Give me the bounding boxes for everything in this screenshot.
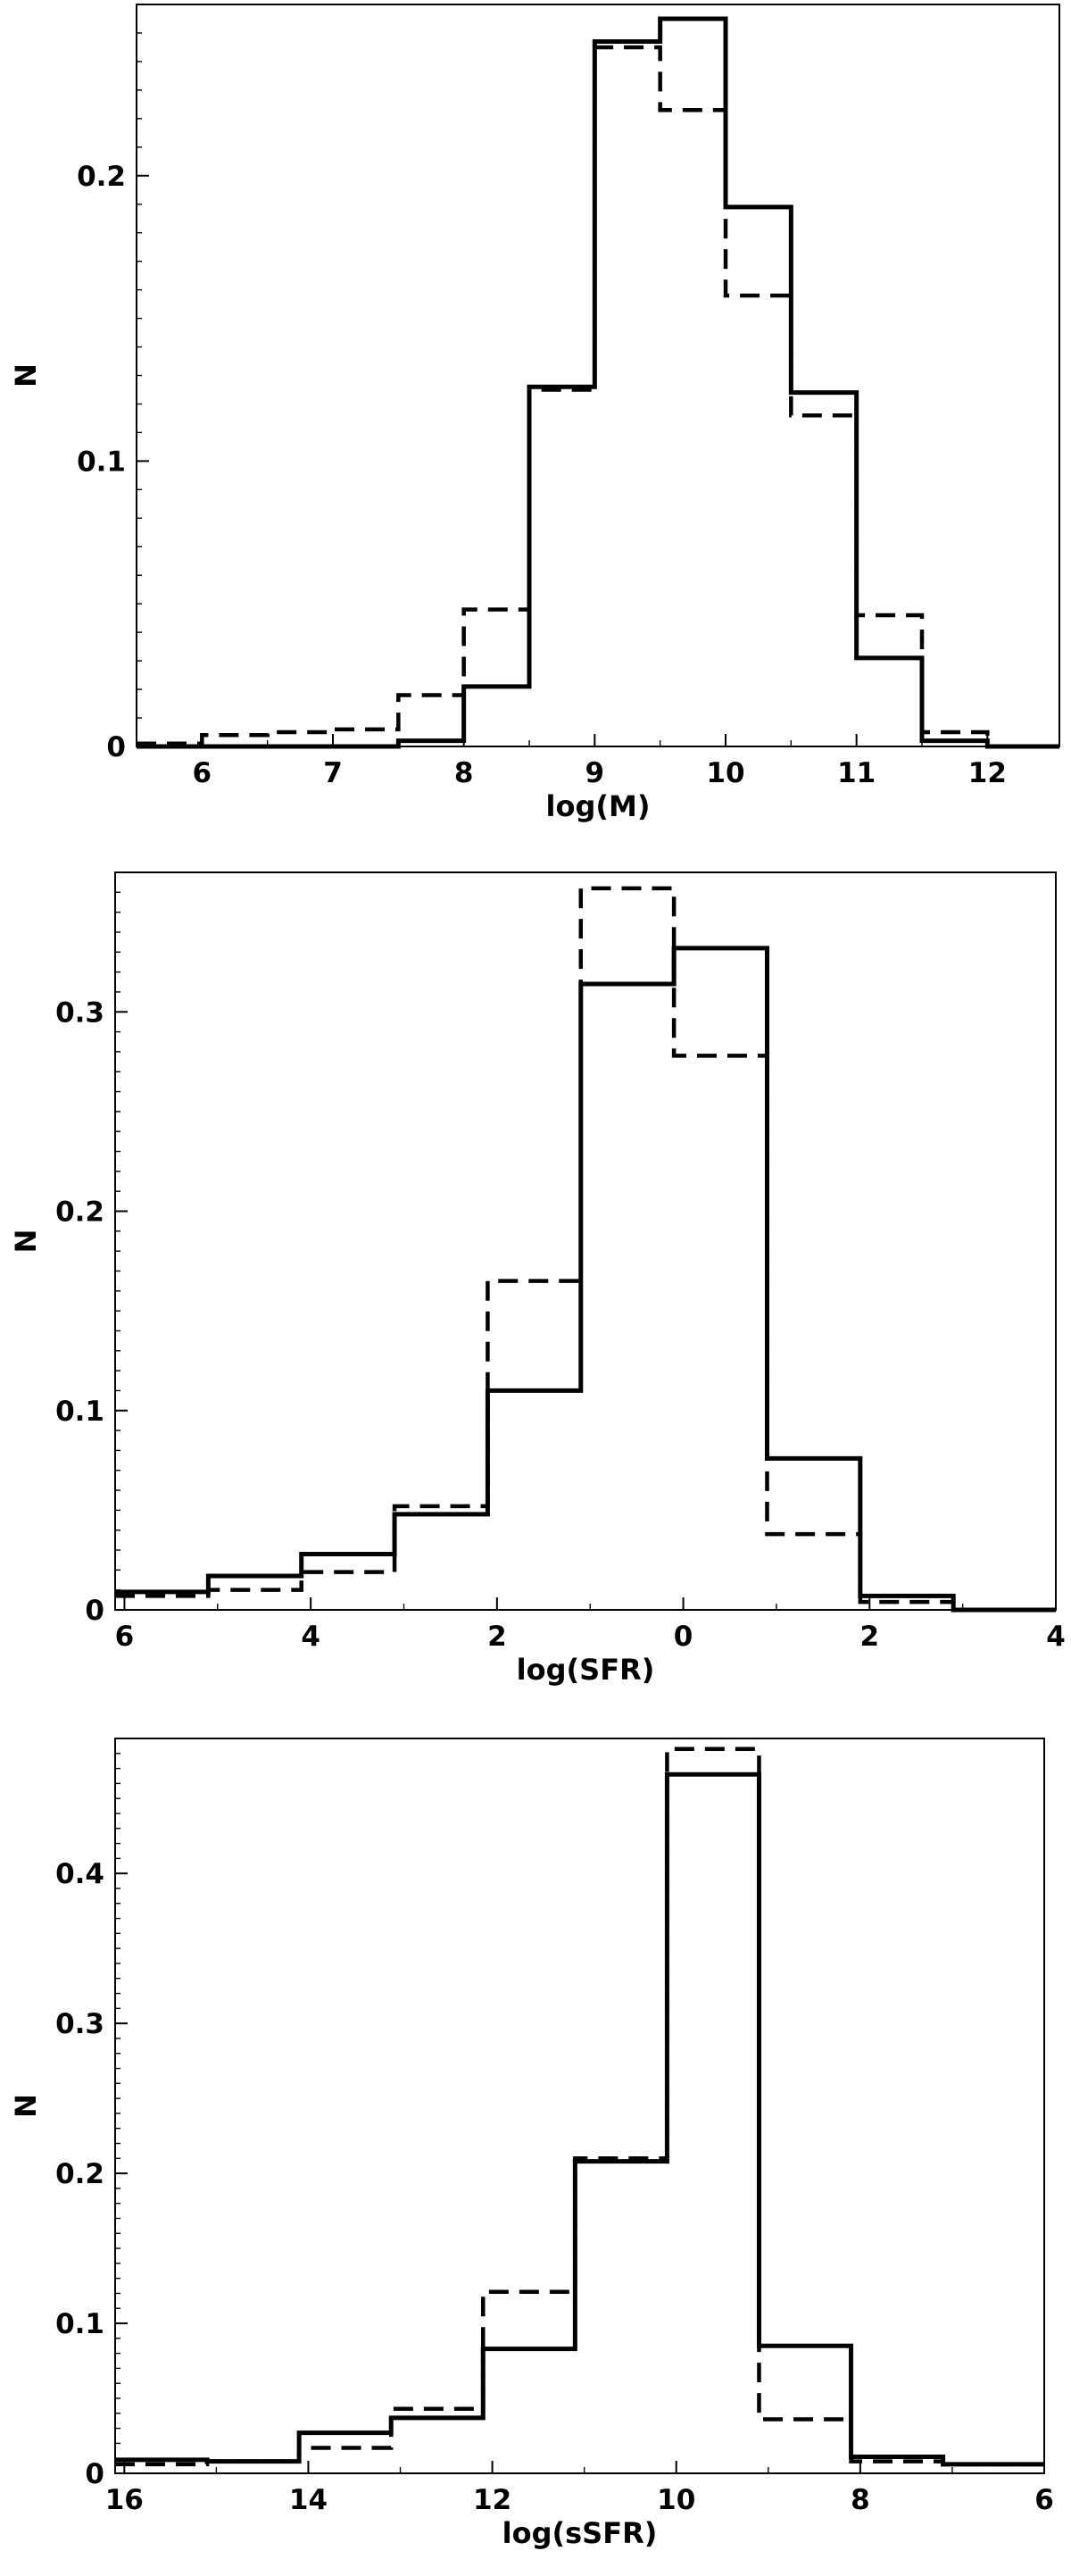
y-tick-label: 0 (106, 731, 126, 763)
y-tick-label: 0.1 (55, 2308, 104, 2340)
x-tick-label: 8 (851, 2484, 870, 2516)
x-tick-label: 10 (706, 757, 744, 789)
x-tick-label: 2 (859, 1621, 879, 1653)
dashed-histogram-series (137, 45, 1059, 749)
x-tick-label: 12 (968, 757, 1007, 789)
x-tick-label: 8 (454, 757, 474, 789)
x-tick-label: 12 (473, 2484, 511, 2516)
plot-frame (114, 871, 1057, 1611)
y-tick-label: 0.3 (55, 996, 104, 1029)
x-tick-label: 9 (585, 757, 605, 789)
y-tick-label: 0.3 (55, 2008, 104, 2040)
x-tick-label: 6 (115, 1621, 135, 1653)
y-tick-label: 0.2 (77, 161, 126, 193)
x-tick-label: 16 (105, 2484, 144, 2516)
x-tick-label: 0 (674, 1621, 693, 1653)
y-tick-label: 0.1 (77, 446, 126, 478)
x-tick-label: 6 (1034, 2484, 1054, 2516)
solid-histogram-series (137, 16, 1059, 749)
solid-histogram-series (115, 1772, 1044, 2467)
x-tick-label: 6 (193, 757, 212, 789)
mass-histogram-panel: 0 0.1 0.2 6 7 8 9 10 11 12 log(M) N (9, 4, 1060, 823)
y-axis-label: N (9, 1230, 43, 1254)
x-axis-label: log(SFR) (517, 1653, 655, 1687)
y-axis-label: N (9, 363, 43, 388)
y-tick-label: 0 (85, 1595, 104, 1627)
x-tick-label: 4 (301, 1621, 320, 1653)
x-tick-label: 10 (657, 2484, 695, 2516)
y-tick-label: 0.2 (55, 2158, 104, 2190)
y-tick-label: 0.2 (55, 1196, 104, 1229)
x-axis-label: log(M) (546, 789, 651, 823)
dashed-histogram-series (115, 886, 1056, 1613)
sfr-histogram-panel: 0 0.1 0.2 0.3 6 4 2 0 2 4 log(SFR) N (9, 871, 1066, 1687)
x-tick-label: 11 (837, 757, 876, 789)
dashed-histogram-series (115, 1747, 1044, 2467)
solid-histogram-series (115, 946, 1056, 1613)
y-axis-label: N (9, 2094, 43, 2118)
ssfr-histogram-panel: 0 0.1 0.2 0.3 0.4 16 14 12 10 8 6 log(sSFR) N (9, 1738, 1054, 2550)
x-tick-label: 14 (289, 2484, 328, 2516)
x-tick-label: 4 (1046, 1621, 1066, 1653)
y-tick-label: 0.4 (55, 1858, 104, 1890)
x-tick-label: 2 (487, 1621, 507, 1653)
plot-frame (114, 1738, 1045, 2474)
y-tick-label: 0.1 (55, 1396, 104, 1428)
x-tick-label: 7 (323, 757, 343, 789)
y-tick-label: 0 (85, 2458, 104, 2490)
x-axis-label: log(sSFR) (502, 2516, 658, 2550)
